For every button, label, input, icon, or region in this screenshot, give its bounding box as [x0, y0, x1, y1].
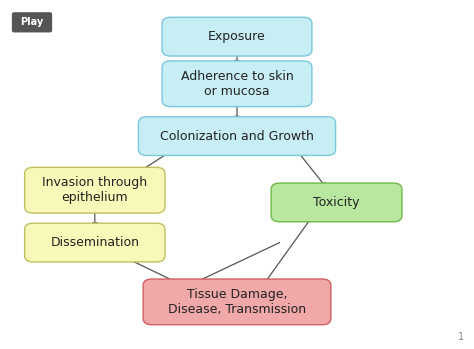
Text: Invasion through
epithelium: Invasion through epithelium — [42, 176, 147, 204]
FancyBboxPatch shape — [25, 168, 165, 213]
Text: Play: Play — [20, 17, 44, 27]
Text: Exposure: Exposure — [208, 30, 266, 43]
FancyBboxPatch shape — [25, 223, 165, 262]
Text: Toxicity: Toxicity — [313, 196, 360, 209]
FancyBboxPatch shape — [138, 117, 336, 156]
Text: Tissue Damage,
Disease, Transmission: Tissue Damage, Disease, Transmission — [168, 288, 306, 316]
Text: Dissemination: Dissemination — [50, 236, 139, 249]
FancyBboxPatch shape — [162, 61, 312, 107]
Text: Adherence to skin
or mucosa: Adherence to skin or mucosa — [181, 70, 293, 98]
Text: Colonization and Growth: Colonization and Growth — [160, 129, 314, 143]
FancyBboxPatch shape — [143, 279, 331, 325]
Text: 1: 1 — [458, 332, 465, 342]
FancyBboxPatch shape — [162, 17, 312, 56]
FancyBboxPatch shape — [12, 12, 52, 32]
FancyBboxPatch shape — [271, 183, 402, 222]
